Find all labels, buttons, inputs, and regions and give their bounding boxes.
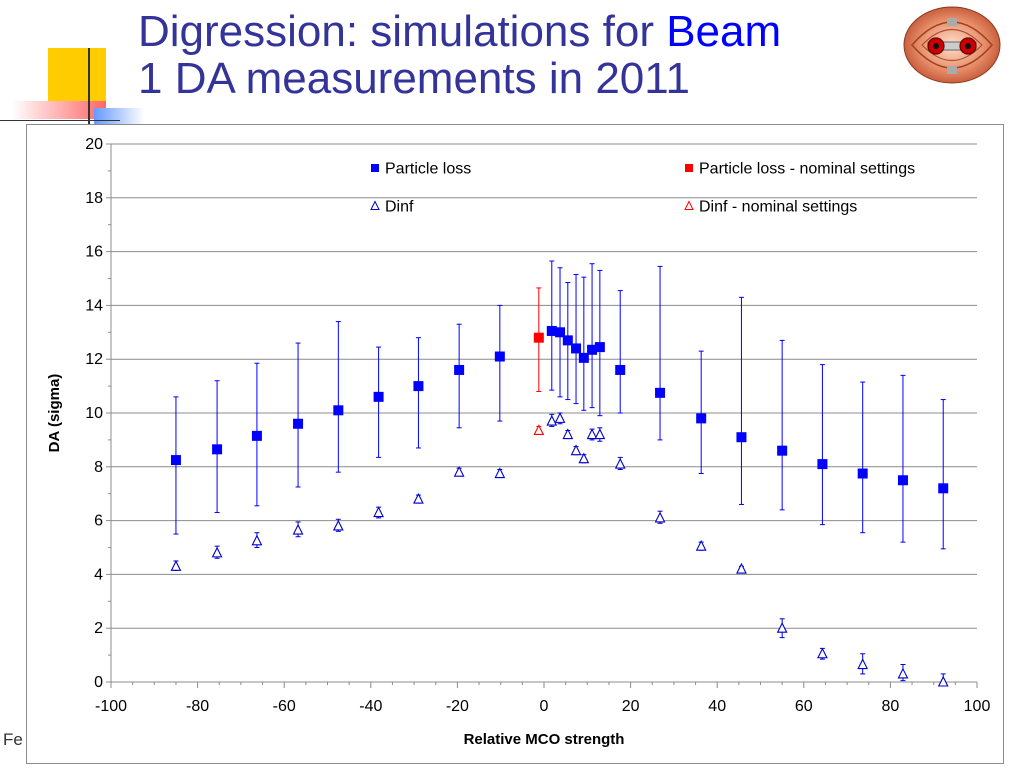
y-tick-label: 8 xyxy=(94,459,103,476)
x-tick-label: 20 xyxy=(622,698,640,715)
dinf-point xyxy=(570,444,582,456)
legend-marker-3 xyxy=(684,200,694,210)
particle-loss-point xyxy=(454,364,465,375)
slide-title: Digression: simulations for Beam 1 DA mea… xyxy=(138,8,781,102)
particle-loss-point xyxy=(212,444,223,455)
x-tick-label: -60 xyxy=(273,698,296,715)
dinf-point xyxy=(857,658,869,670)
lhc-beam-cross-section-icon xyxy=(903,6,1001,84)
deco-vertical-line xyxy=(88,48,90,124)
y-tick-label: 0 xyxy=(94,674,103,691)
x-axis-title: Relative MCO strength xyxy=(464,731,625,748)
x-tick-label: 80 xyxy=(882,698,900,715)
y-tick-label: 4 xyxy=(94,566,103,583)
x-tick-label: -80 xyxy=(186,698,209,715)
dinf-point xyxy=(586,428,598,440)
y-tick-label: 20 xyxy=(85,136,103,153)
dinf-point xyxy=(562,428,574,440)
y-tick-label: 6 xyxy=(94,513,103,530)
particle-loss-point xyxy=(293,418,304,429)
particle-loss-nominal-settings-point xyxy=(533,332,544,343)
deco-red-bar xyxy=(12,101,106,119)
x-tick-label: -40 xyxy=(359,698,382,715)
dinf-point xyxy=(578,452,590,464)
particle-loss-point xyxy=(571,343,582,354)
particle-loss-point xyxy=(938,483,949,494)
da-chart: 0 2 4 6 8 10 12 14 16 18 20 -100 -80 -60 -40 -20 0 20 40 60… xyxy=(46,136,991,748)
dinf-point xyxy=(170,560,182,571)
legend-label-2: Dinf xyxy=(385,199,414,216)
dinf-point xyxy=(897,667,909,679)
particle-loss-point xyxy=(494,351,505,362)
particle-loss-point xyxy=(562,335,573,346)
dinf-point xyxy=(453,465,465,477)
y-tick-label: 18 xyxy=(85,190,103,207)
slide-title-highlight: Beam xyxy=(666,7,782,56)
legend-label-0: Particle loss xyxy=(385,161,471,178)
y-tick-label: 16 xyxy=(85,244,103,261)
particle-loss-point xyxy=(170,455,181,466)
dinf-point xyxy=(546,414,558,426)
legend-marker-1 xyxy=(685,164,693,172)
slide-title-part1: Digression: simulations for xyxy=(138,7,667,56)
x-tick-label: -100 xyxy=(95,698,127,715)
dinf-point xyxy=(211,546,223,558)
particle-loss-point xyxy=(736,432,747,443)
dinf-point xyxy=(332,519,344,531)
deco-horizontal-line xyxy=(0,120,120,121)
deco-yellow-square xyxy=(48,48,106,108)
x-tick-label: 0 xyxy=(540,698,549,715)
particle-loss-point xyxy=(413,381,424,392)
x-tick-label: -20 xyxy=(446,698,469,715)
particle-loss-point xyxy=(587,344,598,355)
particle-loss-point xyxy=(594,342,605,353)
y-tick-label: 2 xyxy=(94,620,103,637)
particle-loss-point xyxy=(817,459,828,470)
footer-fragment: Fe xyxy=(3,730,23,749)
dinf-point xyxy=(494,467,506,479)
x-tick-label: 40 xyxy=(708,698,726,715)
y-tick-label: 14 xyxy=(85,297,103,314)
dinf-point xyxy=(554,412,566,423)
deco-blue-bar xyxy=(94,108,144,124)
dinf-point xyxy=(654,511,666,523)
legend-marker-2 xyxy=(370,200,380,210)
y-axis-title: DA (sigma) xyxy=(46,374,63,453)
dinf-point xyxy=(251,534,263,546)
dinf-point xyxy=(817,647,828,659)
dinf-point xyxy=(594,428,606,440)
particle-loss-point xyxy=(615,364,626,375)
legend-marker-0 xyxy=(371,164,379,172)
dinf-point xyxy=(614,457,626,469)
particle-loss-point xyxy=(578,352,589,363)
particle-loss-point xyxy=(373,391,384,402)
x-tick-label: 60 xyxy=(795,698,813,715)
slide-title-part2: 1 DA measurements in 2011 xyxy=(138,54,690,103)
particle-loss-point xyxy=(777,445,788,456)
dinf-point xyxy=(736,562,747,574)
dinf-point xyxy=(292,523,304,535)
dinf-nominal-settings-point xyxy=(533,424,545,436)
particle-loss-point xyxy=(897,475,908,486)
y-tick-label: 12 xyxy=(85,351,103,368)
particle-loss-point xyxy=(857,468,868,479)
particle-loss-point xyxy=(696,413,707,424)
dinf-point xyxy=(373,506,384,518)
particle-loss-point xyxy=(655,387,666,398)
particle-loss-point xyxy=(251,430,262,441)
particle-loss-point xyxy=(546,325,557,336)
x-tick-label: 100 xyxy=(964,698,991,715)
y-tick-label: 10 xyxy=(85,405,103,422)
particle-loss-point xyxy=(555,327,566,338)
legend-label-1: Particle loss - nominal settings xyxy=(699,161,915,178)
legend-label-3: Dinf - nominal settings xyxy=(699,199,857,216)
chart-frame: 0 2 4 6 8 10 12 14 16 18 20 -100 -80 -60 -40 -20 0 20 40 60… xyxy=(26,124,1004,764)
particle-loss-point xyxy=(333,405,344,416)
dinf-point xyxy=(776,621,788,633)
dinf-point xyxy=(937,675,949,687)
dinf-point xyxy=(413,492,424,504)
dinf-point xyxy=(695,539,707,551)
